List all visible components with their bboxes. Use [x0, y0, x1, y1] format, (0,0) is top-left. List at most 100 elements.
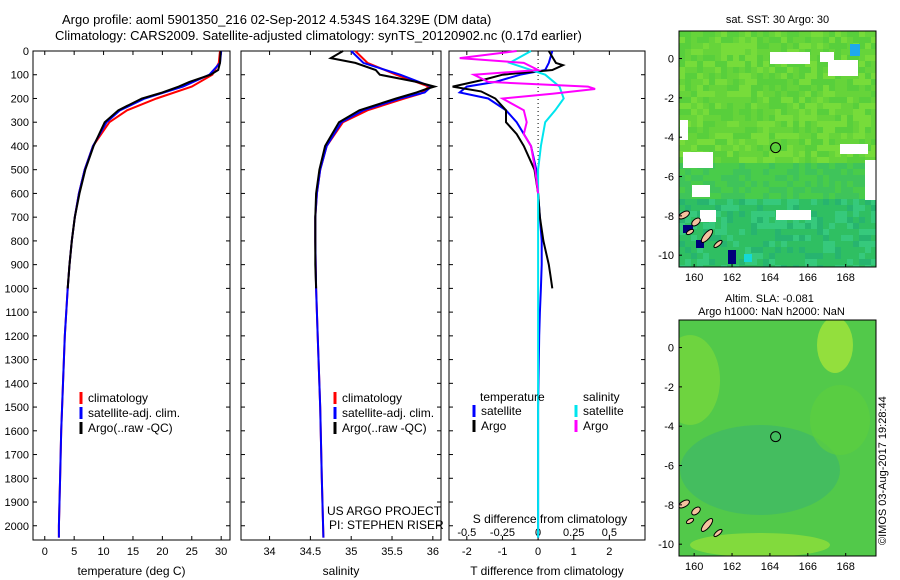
sst-cell: [685, 205, 691, 211]
sst-cell: [781, 31, 787, 37]
sst-cell: [829, 157, 835, 163]
sst-cell: [847, 133, 853, 139]
sst-cell: [799, 43, 805, 49]
sst-cell: [829, 43, 835, 49]
sst-cell: [775, 241, 781, 247]
sst-cell: [715, 121, 721, 127]
sst-cell: [727, 115, 733, 121]
sst-cell: [835, 193, 841, 199]
sst-cell: [865, 253, 871, 259]
sst-cell: [847, 199, 853, 205]
sst-cell: [811, 229, 817, 235]
sst-cell: [715, 175, 721, 181]
sst-cell: [859, 187, 865, 193]
y-tick-label: 500: [11, 165, 29, 177]
sst-cell: [835, 181, 841, 187]
sst-cell: [793, 151, 799, 157]
sst-cell: [805, 187, 811, 193]
sla-high: [690, 533, 830, 556]
sst-cell: [745, 157, 751, 163]
map-title-1: Altim. SLA: -0.081: [725, 293, 814, 305]
sst-cell: [787, 223, 793, 229]
sst-cell: [835, 127, 841, 133]
sst-cell: [781, 73, 787, 79]
sst-cell: [787, 67, 793, 73]
sst-cell: [805, 73, 811, 79]
sst-cell: [781, 67, 787, 73]
sst-cell: [745, 127, 751, 133]
sst-patch: [683, 225, 693, 233]
sst-cell: [769, 163, 775, 169]
sst-cell: [685, 79, 691, 85]
sst-cell: [817, 37, 823, 43]
sst-cell: [853, 127, 859, 133]
sst-cell: [703, 127, 709, 133]
sst-cell: [871, 55, 876, 61]
sst-cell: [739, 121, 745, 127]
sst-cell: [859, 205, 865, 211]
sst-cell: [727, 199, 733, 205]
sst-cell: [865, 133, 871, 139]
legend-label: satellite: [481, 404, 522, 418]
y-tick-label: 400: [11, 141, 29, 153]
sst-cell: [733, 175, 739, 181]
sst-cell: [691, 61, 697, 67]
sst-cell: [709, 55, 715, 61]
sst-cell: [775, 205, 781, 211]
sst-cell: [817, 97, 823, 103]
sst-cell: [787, 187, 793, 193]
sst-cell: [757, 55, 763, 61]
sst-cell: [823, 133, 829, 139]
sst-cell: [871, 127, 876, 133]
sst-cell: [805, 253, 811, 259]
sst-cell: [739, 259, 745, 265]
sst-cell: [859, 253, 865, 259]
sst-cell: [733, 229, 739, 235]
sst-cell: [841, 157, 847, 163]
sst-cell: [703, 253, 709, 259]
sst-cell: [817, 151, 823, 157]
sst-cell: [847, 127, 853, 133]
sst-cell: [709, 247, 715, 253]
sst-cell: [775, 145, 781, 151]
sst-cell: [871, 259, 876, 265]
sst-cell: [835, 169, 841, 175]
sst-cell: [781, 115, 787, 121]
sst-cell: [757, 37, 763, 43]
sst-cell: [703, 121, 709, 127]
sst-cell: [835, 79, 841, 85]
sst-cell: [871, 247, 876, 253]
sst-cell: [811, 61, 817, 67]
sst-cell: [721, 211, 727, 217]
sst-cell: [799, 223, 805, 229]
sst-cell: [769, 73, 775, 79]
sst-no-data: [680, 120, 688, 140]
sst-cell: [679, 193, 685, 199]
sst-cell: [787, 235, 793, 241]
sst-cell: [763, 157, 769, 163]
sst-cell: [763, 223, 769, 229]
sst-cell: [733, 211, 739, 217]
sst-cell: [709, 85, 715, 91]
sst-cell: [679, 163, 685, 169]
sst-cell: [769, 235, 775, 241]
sst-cell: [697, 43, 703, 49]
sst-cell: [793, 133, 799, 139]
sst-no-data: [683, 152, 713, 168]
sst-cell: [799, 151, 805, 157]
sst-cell: [793, 175, 799, 181]
sst-cell: [823, 43, 829, 49]
sst-cell: [733, 187, 739, 193]
sst-cell: [781, 187, 787, 193]
sst-cell: [763, 229, 769, 235]
sst-cell: [709, 169, 715, 175]
sst-cell: [721, 79, 727, 85]
sst-cell: [697, 265, 703, 267]
sst-cell: [775, 109, 781, 115]
sst-cell: [859, 133, 865, 139]
sst-cell: [715, 181, 721, 187]
sst-cell: [763, 175, 769, 181]
sst-cell: [805, 85, 811, 91]
sst-cell: [775, 253, 781, 259]
sst-cell: [745, 265, 751, 267]
